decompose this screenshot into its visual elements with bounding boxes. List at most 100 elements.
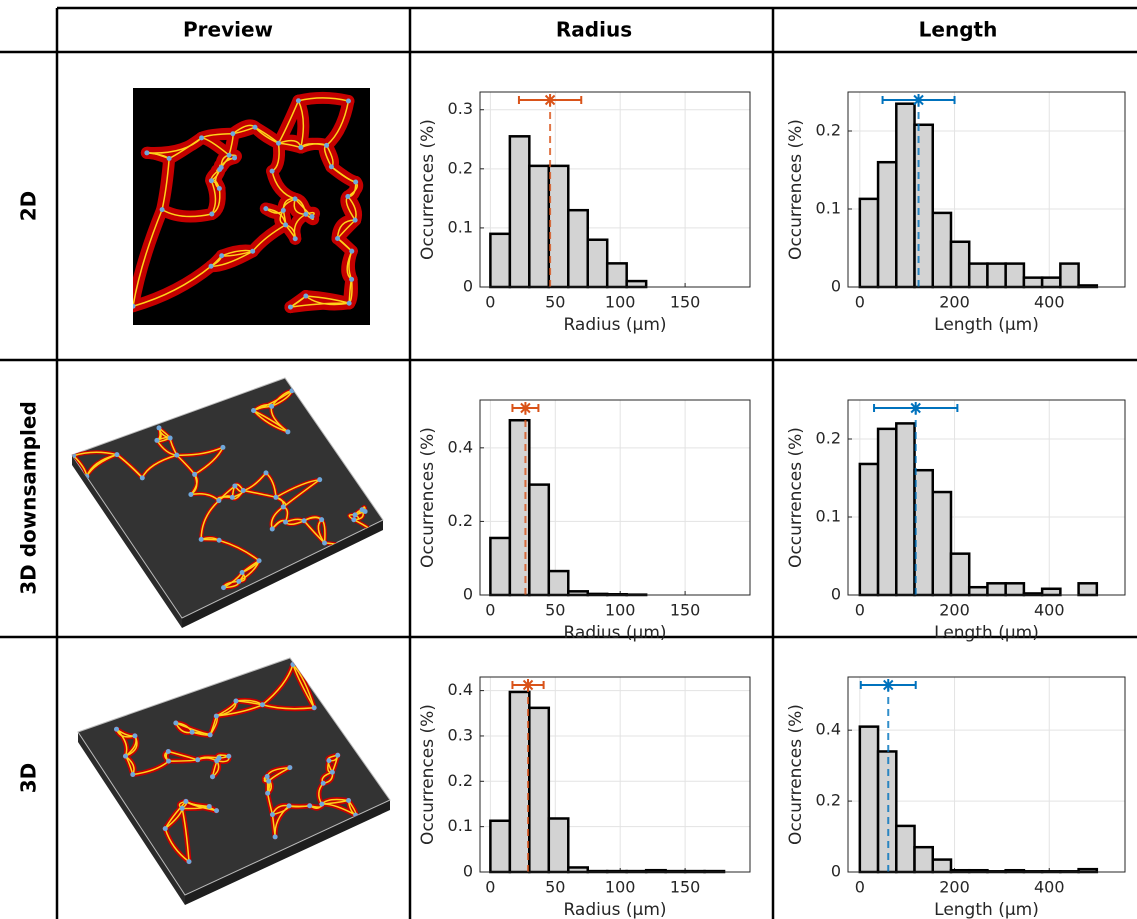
histogram-bar xyxy=(625,279,648,289)
mean-marker xyxy=(522,679,535,691)
y-axis-label: Occurrences (%) xyxy=(786,119,806,260)
histogram-chart: 0 50 100 150 0 0.1 0.2 0.3 0.4 Radius (μm) Occurre… xyxy=(418,676,751,919)
histogram-bar xyxy=(967,585,989,597)
histogram-bar xyxy=(1077,582,1099,597)
node xyxy=(198,536,204,542)
histogram-bar xyxy=(949,240,971,289)
x-tick-label: 100 xyxy=(605,293,636,312)
y-tick-label: 0.1 xyxy=(816,199,841,218)
node xyxy=(251,407,257,413)
histogram-bar xyxy=(567,590,589,597)
node xyxy=(220,444,226,450)
preview-3d xyxy=(77,657,391,905)
histogram-bar xyxy=(931,490,953,597)
centerline xyxy=(176,446,224,456)
node xyxy=(307,803,313,809)
row-header: 2D xyxy=(17,191,41,222)
node xyxy=(292,196,298,202)
centerline xyxy=(200,500,220,540)
histogram-bar xyxy=(876,750,898,874)
node xyxy=(335,236,341,242)
histogram-bar xyxy=(858,725,880,874)
x-tick-label: 400 xyxy=(1034,293,1065,312)
histogram-bar xyxy=(858,197,880,289)
histogram-bar xyxy=(986,262,1007,289)
histogram-bar xyxy=(876,427,898,597)
node xyxy=(303,293,309,299)
centerline xyxy=(293,213,307,239)
node xyxy=(283,222,289,228)
x-tick-label: 0 xyxy=(485,293,495,312)
node xyxy=(256,558,262,564)
x-axis-label: Length (μm) xyxy=(934,900,1039,919)
centerline xyxy=(194,447,224,476)
node xyxy=(240,488,246,494)
node xyxy=(114,452,120,458)
node xyxy=(216,185,222,191)
x-tick-label: 50 xyxy=(545,293,565,312)
node xyxy=(280,207,286,213)
node xyxy=(345,194,351,200)
centerline xyxy=(146,137,203,154)
histogram-bar xyxy=(489,536,512,597)
node xyxy=(216,755,222,761)
node xyxy=(199,135,205,141)
node xyxy=(207,732,213,738)
y-axis-label: Occurrences (%) xyxy=(418,427,438,568)
y-tick-label: 0 xyxy=(831,277,841,296)
node xyxy=(311,705,317,711)
centerline xyxy=(336,219,356,239)
histogram-bar xyxy=(489,232,512,289)
node xyxy=(349,248,355,254)
centerline xyxy=(161,158,170,210)
histogram-bar xyxy=(1040,587,1062,597)
x-axis-label: Radius (μm) xyxy=(563,900,666,919)
y-axis-label: Occurrences (%) xyxy=(786,427,806,568)
x-tick-label: 0 xyxy=(855,601,865,620)
node xyxy=(213,713,219,719)
centerline xyxy=(360,539,383,552)
x-tick-label: 150 xyxy=(670,878,701,897)
y-tick-label: 0.2 xyxy=(448,158,473,177)
node xyxy=(359,507,365,513)
x-axis-label: Length (μm) xyxy=(934,315,1039,335)
x-tick-label: 200 xyxy=(939,878,970,897)
histogram-bar xyxy=(913,845,935,874)
node xyxy=(236,578,242,584)
histogram-bar xyxy=(567,866,589,874)
axes-box xyxy=(479,399,751,596)
node xyxy=(319,517,325,523)
axes-box xyxy=(847,676,1126,873)
x-tick-label: 200 xyxy=(939,293,970,312)
centerline xyxy=(210,180,217,215)
histogram-bar xyxy=(528,483,551,597)
y-tick-label: 0.2 xyxy=(816,121,841,140)
centerline xyxy=(133,265,212,307)
node xyxy=(319,801,325,807)
node xyxy=(192,471,198,477)
node xyxy=(295,98,301,104)
node xyxy=(276,140,282,146)
row-header: 3D xyxy=(17,763,41,794)
node xyxy=(269,526,275,532)
node xyxy=(335,752,341,758)
centerline xyxy=(298,97,349,102)
node xyxy=(301,518,307,524)
vessel xyxy=(358,538,383,554)
node xyxy=(122,753,128,759)
node xyxy=(346,300,352,306)
histogram-bar xyxy=(1059,262,1080,289)
y-tick-label: 0.3 xyxy=(448,725,473,744)
node xyxy=(167,435,173,441)
node xyxy=(272,834,278,840)
node xyxy=(286,803,292,809)
x-tick-label: 100 xyxy=(605,601,636,620)
node xyxy=(265,790,271,796)
x-tick-label: 150 xyxy=(670,293,701,312)
centerline xyxy=(252,409,289,433)
y-tick-label: 0 xyxy=(831,585,841,604)
node xyxy=(346,798,352,804)
node xyxy=(232,483,238,489)
histogram-chart: 0 200 400 0 0.1 0.2 Length (μm) Occurrences (%) xyxy=(786,91,1126,335)
centerline xyxy=(164,828,190,863)
